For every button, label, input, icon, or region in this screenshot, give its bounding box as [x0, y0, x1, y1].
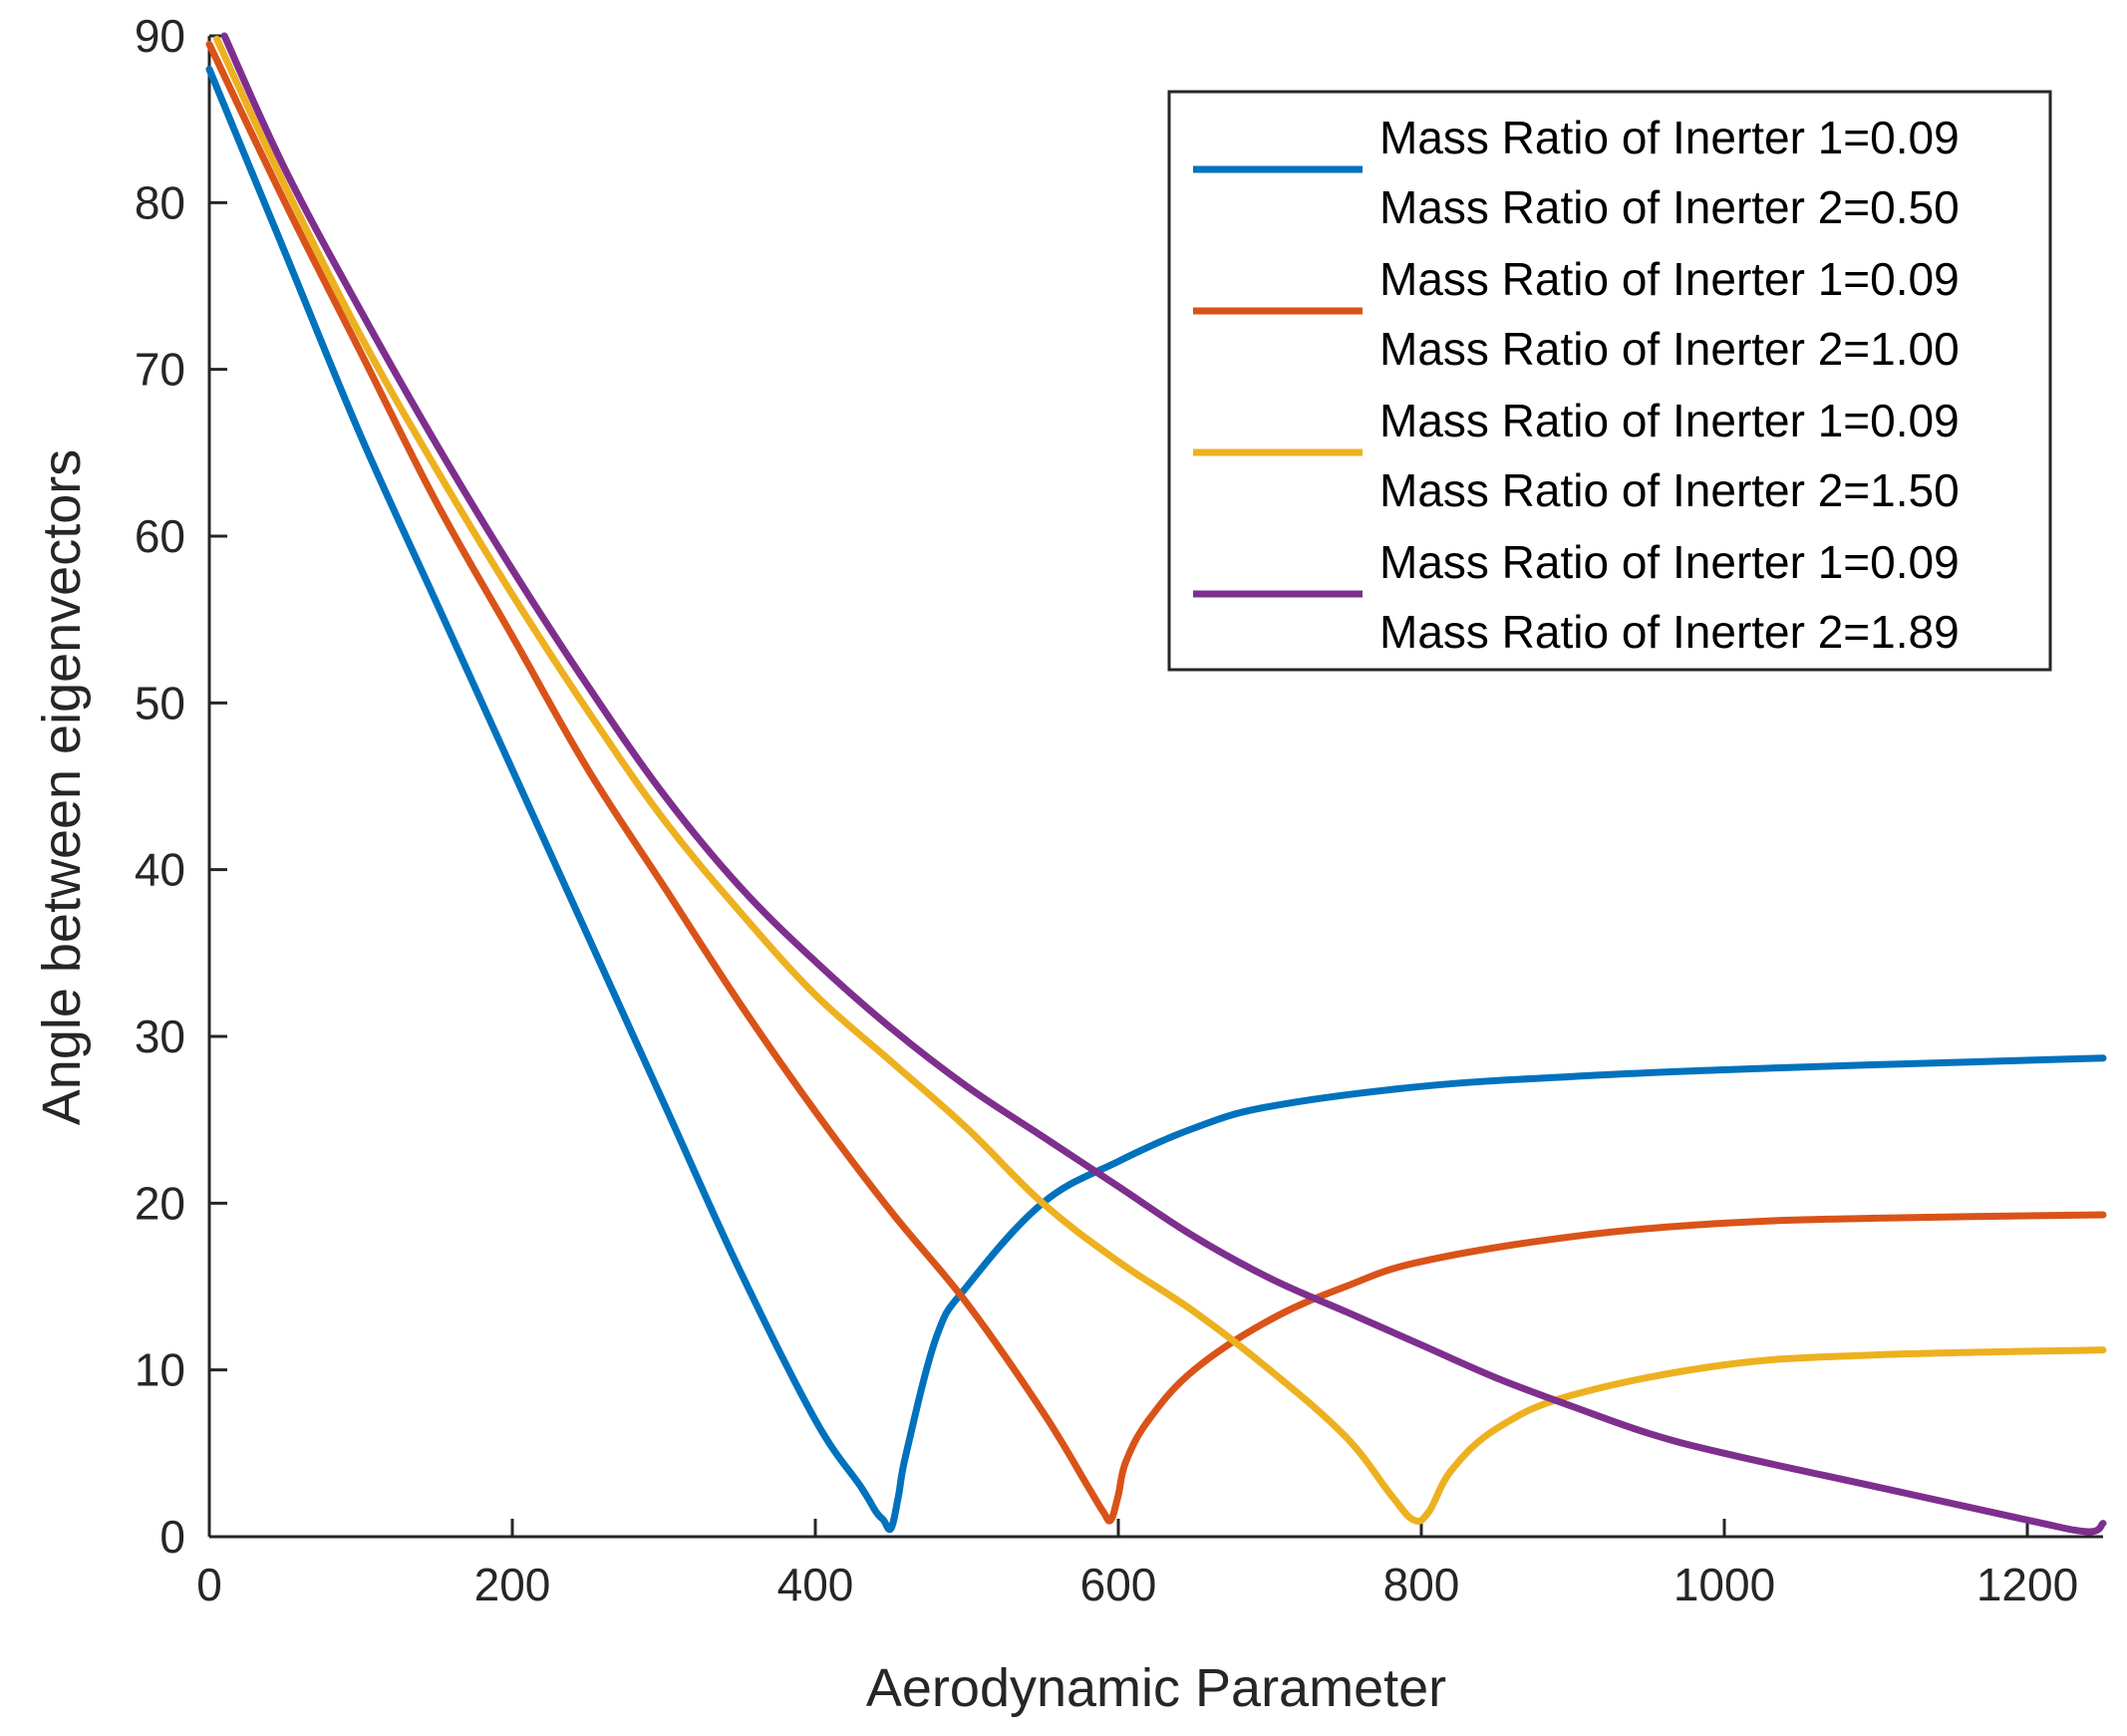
legend-label-line2: Mass Ratio of Inerter 2=1.50 [1379, 464, 1960, 516]
x-tick-label: 800 [1383, 1559, 1460, 1610]
x-tick-label: 0 [196, 1559, 222, 1610]
x-tick-label: 1000 [1673, 1559, 1775, 1610]
y-ticks: 0 10 20 30 40 50 60 70 80 90 [135, 10, 227, 1563]
y-axis-label: Angle between eigenvectors [32, 449, 92, 1125]
x-tick-label: 400 [777, 1559, 854, 1610]
y-tick-label: 20 [135, 1177, 185, 1229]
axes [207, 36, 2103, 1539]
y-tick-label: 10 [135, 1344, 185, 1396]
x-tick-label: 600 [1080, 1559, 1157, 1610]
legend-label-line2: Mass Ratio of Inerter 2=1.89 [1379, 606, 1960, 658]
series-line-3 [213, 35, 2107, 1525]
y-tick-label: 50 [135, 677, 185, 728]
series-line-2 [205, 40, 2107, 1525]
x-ticks: 0 200 400 600 800 1000 1200 [196, 1519, 2078, 1610]
legend-label-line2: Mass Ratio of Inerter 2=1.00 [1379, 323, 1960, 375]
x-tick-label: 200 [474, 1559, 551, 1610]
series-lines [205, 32, 2107, 1536]
x-axis-label: Aerodynamic Parameter [866, 1658, 1446, 1718]
x-tick-label: 1200 [1976, 1559, 2078, 1610]
series-line-4 [220, 32, 2107, 1536]
y-tick-label: 70 [135, 344, 185, 396]
legend-label-line1: Mass Ratio of Inerter 1=0.09 [1379, 253, 1960, 305]
y-tick-label: 40 [135, 844, 185, 896]
legend-label-line1: Mass Ratio of Inerter 1=0.09 [1379, 395, 1960, 446]
legend-label-line1: Mass Ratio of Inerter 1=0.09 [1379, 536, 1960, 588]
series-line-1 [205, 66, 2107, 1534]
legend-label-line1: Mass Ratio of Inerter 1=0.09 [1379, 112, 1960, 163]
legend-label-line2: Mass Ratio of Inerter 2=0.50 [1379, 181, 1960, 233]
y-tick-label: 30 [135, 1011, 185, 1062]
legend: Mass Ratio of Inerter 1=0.09 Mass Ratio o… [1167, 90, 2052, 672]
y-tick-label: 60 [135, 510, 185, 562]
legend-box [1167, 90, 2052, 672]
y-tick-label: 90 [135, 10, 185, 62]
y-tick-label: 0 [159, 1511, 185, 1563]
y-tick-label: 80 [135, 176, 185, 228]
